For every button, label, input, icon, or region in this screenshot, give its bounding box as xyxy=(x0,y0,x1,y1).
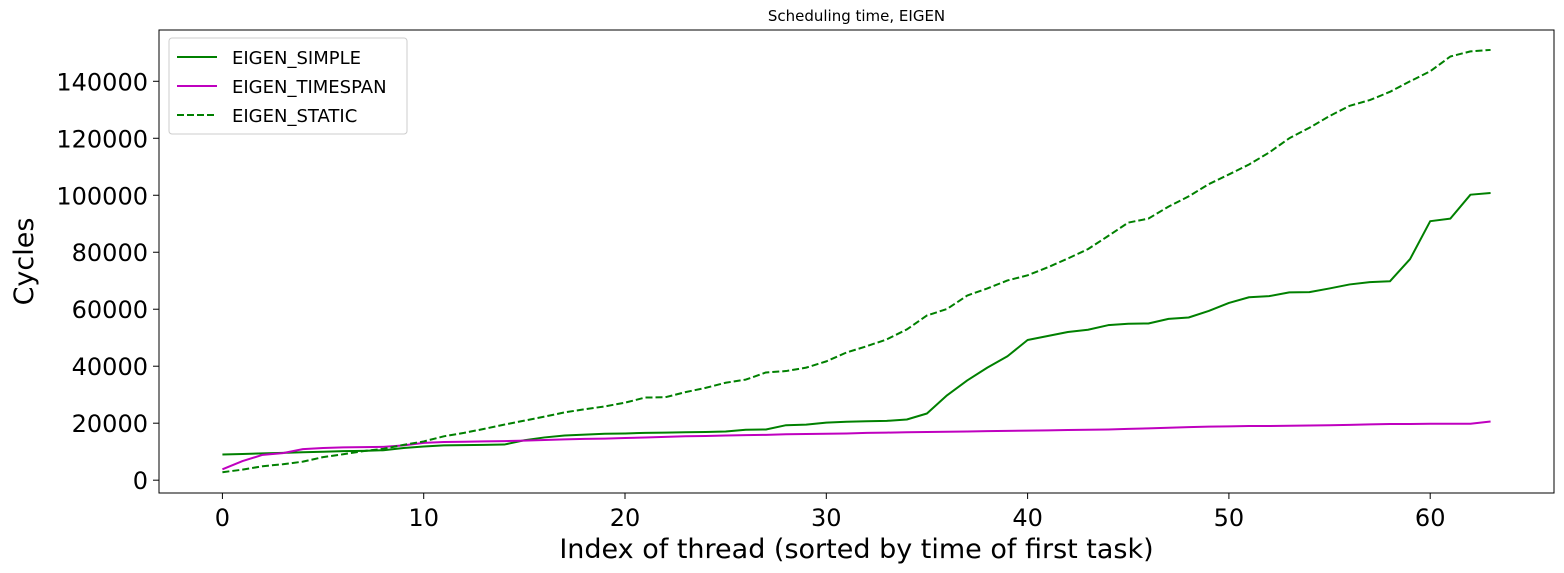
y-tick-label: 80000 xyxy=(72,239,148,267)
x-tick-label: 10 xyxy=(408,504,439,532)
x-tick-label: 30 xyxy=(811,504,842,532)
legend-box xyxy=(168,37,408,135)
legend-label: EIGEN_SIMPLE xyxy=(232,48,361,69)
legend-label: EIGEN_STATIC xyxy=(232,106,357,127)
x-tick-label: 20 xyxy=(610,504,641,532)
series-line-eigen-timespan xyxy=(222,420,1491,471)
series-line-eigen-simple xyxy=(222,191,1491,456)
y-tick-label: 140000 xyxy=(56,68,148,96)
chart-title: Scheduling time, EIGEN xyxy=(768,7,945,25)
x-axis: 0 10 20 30 40 50 60 xyxy=(215,493,1446,532)
x-axis-label: Index of thread (sorted by time of first… xyxy=(559,534,1153,565)
x-tick-label: 60 xyxy=(1415,504,1446,532)
legend-label: EIGEN_TIMESPAN xyxy=(232,77,387,98)
y-tick-label: 0 xyxy=(133,467,148,495)
y-tick-label: 20000 xyxy=(72,410,148,438)
y-tick-label: 120000 xyxy=(56,125,148,153)
legend: EIGEN_SIMPLE EIGEN_TIMESPAN EIGEN_STATIC xyxy=(168,37,408,135)
y-axis: 0 20000 40000 60000 80000 100000 120000 140000 xyxy=(56,68,159,495)
y-tick-label: 60000 xyxy=(72,296,148,324)
y-tick-label: 100000 xyxy=(56,182,148,210)
series-layer xyxy=(222,48,1491,474)
plot-frame xyxy=(158,29,1555,494)
series-line-eigen-static xyxy=(222,48,1491,474)
x-tick-label: 0 xyxy=(215,504,230,532)
x-tick-label: 50 xyxy=(1214,504,1245,532)
y-axis-label: Cycles xyxy=(9,218,40,306)
y-tick-label: 40000 xyxy=(72,353,148,381)
x-tick-label: 40 xyxy=(1012,504,1043,532)
